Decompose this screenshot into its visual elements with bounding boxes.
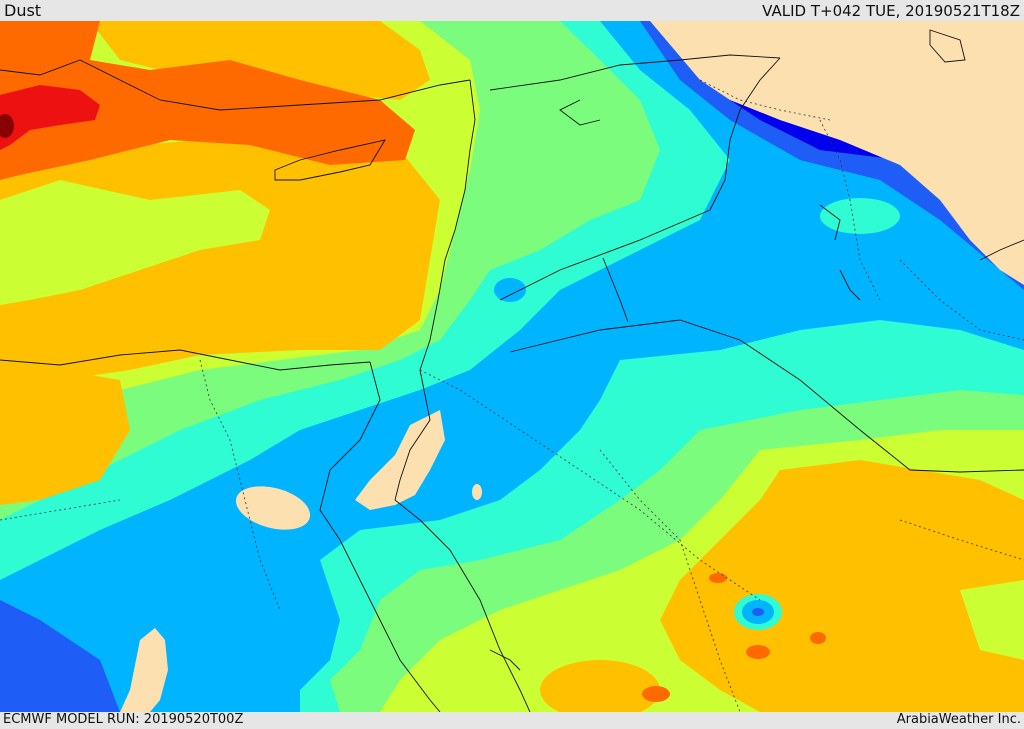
field-light-green	[0, 21, 660, 520]
field-orange	[0, 21, 415, 180]
field-cyan-bubble2	[610, 390, 690, 434]
map-canvas	[0, 21, 1024, 712]
field-orange-spot2	[642, 686, 670, 702]
land-no-data-island	[235, 486, 311, 530]
field-red	[0, 85, 100, 150]
model-run-label: ECMWF MODEL RUN: 20190520T00Z	[3, 712, 244, 727]
footer-bar: ECMWF MODEL RUN: 20190520T00Z ArabiaWeat…	[0, 712, 1024, 729]
land-no-data-northeast	[650, 21, 1024, 285]
header-bar: Dust VALID T+042 TUE, 20190521T18Z	[0, 0, 1024, 21]
field-dark-red	[0, 114, 14, 138]
valid-time-label: VALID T+042 TUE, 20190521T18Z	[762, 2, 1020, 20]
field-orange-yellow-sw	[0, 370, 130, 505]
land-no-data-small	[472, 484, 482, 500]
coastlines	[0, 29, 1024, 712]
land-no-data-south	[120, 628, 168, 712]
field-lightblue-bubble	[494, 278, 526, 302]
field-title: Dust	[4, 1, 42, 20]
field-orange-spot1	[709, 573, 727, 583]
country-borders	[0, 79, 1024, 712]
field-orange-spot3	[746, 645, 770, 659]
field-orange-yellow-patch	[540, 660, 660, 712]
land-no-data-sinai	[355, 410, 445, 510]
field-cyan-bubble	[820, 198, 900, 234]
credit-label: ArabiaWeather Inc.	[896, 712, 1021, 727]
field-orange-yellow-north	[90, 21, 430, 100]
field-blue-core	[752, 608, 764, 616]
field-yellow-green-ne-patch	[960, 580, 1024, 660]
field-orange-spot4	[810, 632, 826, 644]
dust-forecast-map	[0, 21, 1024, 712]
field-yellow-green-inset	[0, 180, 270, 305]
